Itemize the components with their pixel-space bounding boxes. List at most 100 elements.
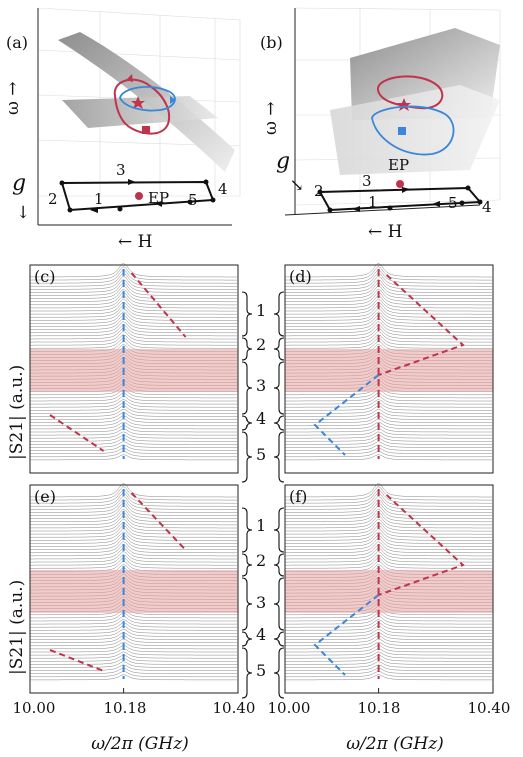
spectrum-trace — [30, 654, 237, 662]
spectrum-trace — [29, 534, 237, 547]
spectrum-trace — [284, 531, 492, 544]
panel-c-label: (c) — [34, 267, 55, 286]
spectrum-trace — [30, 645, 237, 653]
spectrum-trace — [29, 525, 237, 538]
spectrum-trace — [285, 431, 492, 439]
mode-branch-lower — [313, 594, 380, 676]
panel-b-num-3: 3 — [362, 172, 372, 190]
segment-braces — [241, 291, 285, 699]
panel-e-label: (e) — [34, 487, 56, 506]
panel-a-red-star — [131, 96, 145, 109]
seg-top-4: 4 — [256, 409, 266, 428]
panel-a-num-5: 5 — [188, 191, 198, 209]
spectrum-trace — [285, 658, 492, 665]
spectrum-trace — [30, 557, 237, 569]
spectrum-trace — [30, 544, 237, 557]
spectrum-trace — [30, 327, 237, 340]
brace-left-bot-5 — [241, 647, 253, 699]
spectrum-trace — [30, 641, 237, 650]
spectrum-trace — [30, 551, 237, 563]
spectrum-trace — [285, 648, 492, 656]
panel-b-ep-point — [396, 180, 404, 188]
spectrum-trace — [285, 441, 492, 448]
spectrum-trace — [30, 499, 237, 513]
spectrum-trace — [30, 408, 237, 417]
spectrum-trace — [284, 528, 492, 541]
spectrum-trace — [285, 641, 492, 650]
spectrum-trace — [30, 495, 237, 510]
seg-top-2: 2 — [256, 335, 266, 354]
spectrum-trace — [285, 521, 492, 535]
spectrum-trace — [285, 502, 492, 516]
panel-frame — [284, 484, 494, 694]
mode-branch-upper — [378, 274, 465, 376]
spectrum-trace — [285, 275, 492, 290]
spectrum-panel-d — [284, 262, 494, 474]
spectrum-trace — [30, 674, 237, 681]
spectrum-trace — [30, 560, 237, 572]
spectrum-trace — [284, 534, 492, 547]
brace-left-top-4 — [241, 415, 253, 431]
brace-left-top-5 — [241, 431, 253, 483]
spectrum-trace — [285, 272, 492, 287]
spectrum-trace — [30, 405, 237, 414]
spectrum-trace — [285, 324, 492, 337]
spectrum-trace — [30, 454, 237, 461]
mode-branch-upper — [378, 494, 465, 596]
spectrum-trace — [285, 392, 492, 402]
spectrum-trace — [285, 434, 492, 442]
spectrum-trace — [285, 554, 492, 566]
brace-right-bot-1 — [273, 507, 285, 553]
panel-a-lower-surface — [62, 96, 218, 128]
panel-b-blue-square — [398, 127, 406, 135]
panel-frame — [29, 484, 239, 694]
spectrum-trace — [285, 389, 492, 399]
shaded-band — [30, 570, 238, 613]
mode-branch-lower — [313, 374, 380, 456]
brace-left-bot-4 — [241, 631, 253, 647]
spectrum-trace — [285, 444, 492, 451]
spectrum-trace — [29, 305, 237, 318]
spectrum-trace — [285, 632, 492, 640]
shaded-band — [30, 349, 238, 392]
spectrum-trace — [285, 262, 492, 278]
spectrum-trace — [285, 492, 492, 507]
mode-branch-lower — [49, 649, 104, 672]
spectrum-trace — [30, 615, 237, 625]
spectrum-trace — [30, 502, 237, 516]
spectrum-trace — [30, 619, 237, 628]
spectrum-trace — [284, 305, 492, 318]
panel-f-tick-0: 10.00 — [268, 699, 311, 717]
spectrum-trace — [285, 482, 492, 498]
panel-b-num-2: 2 — [314, 182, 324, 200]
spectrum-trace — [30, 331, 237, 343]
panel-a-g-axis: g — [12, 171, 26, 196]
spectrum-trace — [30, 521, 237, 535]
spectrum-trace — [285, 447, 492, 454]
charts-group — [29, 262, 494, 694]
panel-e-xlabel: ω/2π (GHz) — [91, 734, 189, 754]
spectrum-trace — [285, 282, 492, 296]
spectrum-trace — [30, 628, 237, 637]
seg-top-1: 1 — [256, 301, 266, 320]
spectrum-trace — [30, 547, 237, 560]
panel-a: (a) ω → g ← H EP 1 2 3 4 5 ↓ — [3, 7, 241, 252]
spectrum-trace — [285, 615, 492, 625]
panel-e-tick-0: 10.00 — [13, 699, 56, 717]
seg-bot-3: 3 — [256, 593, 266, 612]
spectrum-trace — [30, 612, 237, 622]
spectrum-trace — [30, 638, 237, 647]
spectrum-trace — [30, 386, 237, 396]
panel-b: (b) ω → g ← H EP 1 2 3 4 5 ↓ — [260, 7, 501, 242]
spectrum-panel-c — [29, 262, 239, 474]
panel-b-lower-surface — [330, 85, 500, 175]
spectrum-trace — [30, 392, 237, 402]
spectrum-trace — [285, 622, 492, 631]
spectrum-trace — [285, 321, 492, 334]
spectrum-trace — [30, 505, 237, 519]
spectrum-trace — [285, 405, 492, 414]
seg-bot-5: 5 — [256, 661, 266, 680]
spectrum-trace — [30, 431, 237, 439]
